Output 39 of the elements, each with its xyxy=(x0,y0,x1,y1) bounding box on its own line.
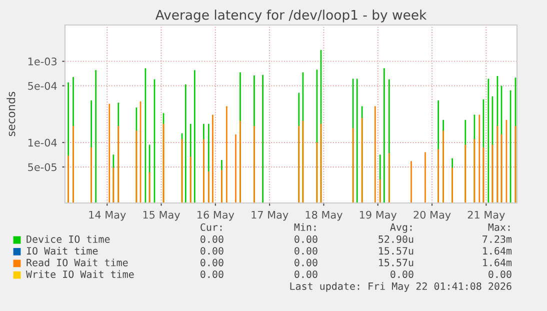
y-tick-label: 5e-05 xyxy=(28,163,56,172)
text: 0.00 xyxy=(294,258,318,266)
text: 15.57u xyxy=(379,258,414,266)
text: Avg: xyxy=(390,223,412,233)
y-tick-label: 5e-04 xyxy=(28,82,57,90)
text: 0.00 xyxy=(200,235,224,243)
text: Min: xyxy=(294,223,316,231)
legend-label: Read IO Wait time xyxy=(26,258,128,266)
text: 0.00 xyxy=(294,235,318,243)
text: Max: xyxy=(488,223,510,231)
text: 0.00 xyxy=(200,270,224,278)
text: Last update: Fri May 22 01:41:08 2026 xyxy=(290,282,512,292)
x-tick-label: 18 May xyxy=(306,210,342,221)
text: 15.57u xyxy=(379,247,414,255)
text: 0.00 xyxy=(200,258,224,266)
text: Cur: xyxy=(200,223,222,231)
x-tick-label: 14 May xyxy=(89,210,126,221)
x-tick-label: 20 May xyxy=(414,210,451,221)
legend-label: IO Wait time xyxy=(26,246,98,255)
text: 0.00 xyxy=(294,247,318,255)
legend-label: Write IO Wait time xyxy=(26,270,134,278)
y-axis-title: seconds xyxy=(6,92,16,136)
y-tick-label: 1e-03 xyxy=(28,58,57,66)
text: 7.23m xyxy=(482,235,512,243)
text: 0.00 xyxy=(294,270,318,278)
text: 1.64m xyxy=(483,247,512,255)
y-tick-label: 1e-04 xyxy=(28,138,57,147)
chart-title: Average latency for /dev/loop1 - by week xyxy=(155,10,427,22)
x-tick-label: 15 May xyxy=(143,210,180,221)
legend-label: Device IO time xyxy=(26,235,110,243)
text: 1.64m xyxy=(483,258,512,266)
text: 0.00 xyxy=(488,270,512,278)
x-tick-label: 16 May xyxy=(198,210,234,221)
text: 52.90u xyxy=(378,235,414,243)
x-tick-label: 19 May xyxy=(360,210,397,221)
x-tick-label: 17 May xyxy=(252,210,288,221)
text: 0.00 xyxy=(390,270,414,278)
text: 0.00 xyxy=(200,247,224,255)
x-tick-label: 21 May xyxy=(468,210,505,221)
